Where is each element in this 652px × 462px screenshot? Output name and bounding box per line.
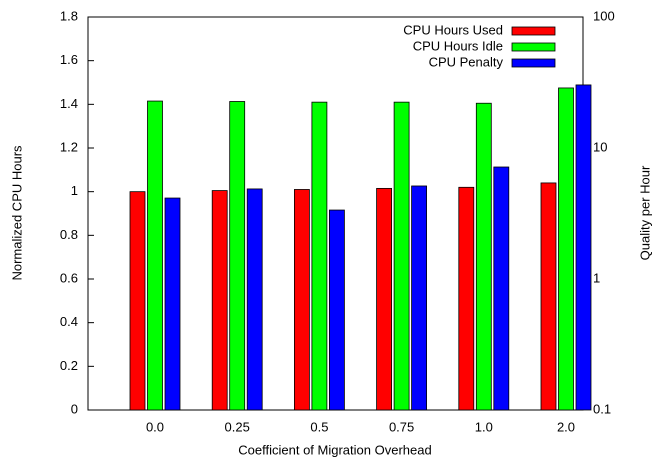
bar (328, 209, 345, 411)
y-axis-label: Normalized CPU Hours (9, 145, 24, 281)
x-tick-label: 0.75 (389, 419, 414, 434)
y-tick-label: 1 (71, 183, 78, 198)
bar (147, 100, 163, 411)
y-tick-label: 1.4 (60, 96, 78, 111)
legend-label: CPU Hours Idle (413, 38, 503, 53)
y2-tick-label: 0.1 (593, 401, 611, 416)
y-tick-label: 0.4 (60, 314, 78, 329)
bar (540, 182, 557, 411)
bar (458, 186, 475, 411)
x-tick-label: 0.25 (225, 419, 250, 434)
bar (493, 166, 510, 411)
bar (246, 188, 263, 411)
legend-label: CPU Penalty (429, 54, 504, 69)
x-tick-label: 2.0 (557, 419, 575, 434)
bar (211, 190, 228, 411)
y2-tick-label: 100 (593, 8, 615, 23)
y-tick-label: 0 (71, 401, 78, 416)
bar (558, 87, 574, 411)
x-tick-label: 1.0 (475, 419, 493, 434)
y-tick-label: 1.6 (60, 52, 78, 67)
y2-axis-label: Quality per Hour (637, 165, 652, 260)
x-axis-label: Coefficient of Migration Overhead (238, 442, 431, 457)
y-tick-label: 0.2 (60, 358, 78, 373)
legend-swatch (511, 42, 556, 52)
bar (229, 101, 246, 411)
x-tick-label: 0.0 (146, 419, 164, 434)
y2-tick-label: 10 (593, 139, 607, 154)
y-tick-label: 0.8 (60, 227, 78, 242)
bar (311, 101, 328, 411)
y-tick-label: 1.2 (60, 139, 78, 154)
y2-tick-label: 1 (593, 270, 600, 285)
legend-swatch (511, 26, 556, 36)
x-tick-label: 0.5 (310, 419, 328, 434)
bar (411, 185, 428, 411)
bar (293, 189, 310, 411)
bar (129, 191, 146, 411)
bar (376, 187, 393, 411)
y-tick-label: 0.6 (60, 270, 78, 285)
legend-label: CPU Hours Used (403, 22, 503, 37)
y-tick-label: 1.8 (60, 8, 78, 23)
bar (575, 84, 592, 411)
bar (164, 197, 181, 411)
bar (475, 102, 492, 411)
legend-swatch (511, 58, 556, 68)
bar (393, 101, 410, 411)
